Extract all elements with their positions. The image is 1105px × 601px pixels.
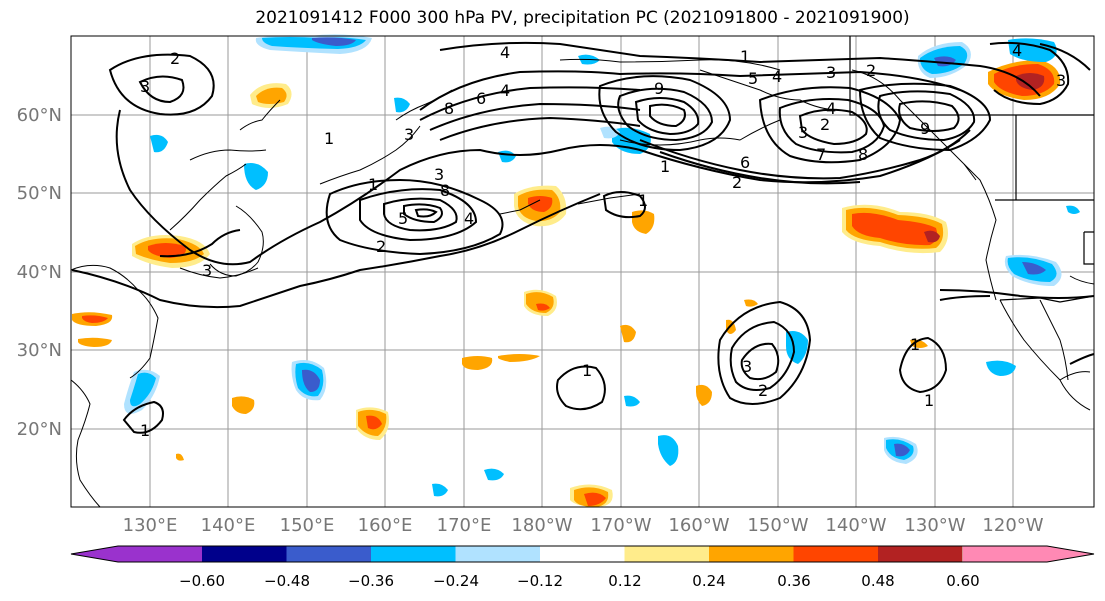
lat-label: 60°N xyxy=(17,105,62,126)
precip-positive xyxy=(72,60,1061,507)
contour-label: 1 xyxy=(582,361,592,380)
contour-label: 2 xyxy=(170,49,180,68)
contour-label: 1 xyxy=(924,391,934,410)
lon-label: 140°W xyxy=(825,515,886,536)
colorbar-segment xyxy=(286,546,371,562)
colorbar-label: −0.60 xyxy=(179,572,225,590)
contour-label: 4 xyxy=(772,67,782,86)
precip-negative xyxy=(124,34,1080,497)
colorbar-extend-low xyxy=(71,546,202,562)
lon-label: 140°E xyxy=(201,515,256,536)
lat-axis: 60°N 50°N 40°N 30°N 20°N xyxy=(17,105,62,440)
lon-axis: 130°E 140°E 150°E 160°E 170°E 180°W 170°… xyxy=(123,515,1044,536)
colorbar-label: −0.12 xyxy=(517,572,563,590)
contour-label: 9 xyxy=(920,119,930,138)
contour-label: 1 xyxy=(140,421,150,440)
colorbar-label: 0.12 xyxy=(608,572,641,590)
contour-label: 2 xyxy=(820,115,830,134)
lat-label: 40°N xyxy=(17,262,62,283)
colorbar-segment xyxy=(878,546,963,562)
contour-label: 8 xyxy=(858,145,868,164)
contour-label: 3 xyxy=(434,165,444,184)
colorbar-label: −0.24 xyxy=(433,572,479,590)
contour-label: 4 xyxy=(464,209,474,228)
colorbar-segment xyxy=(202,546,287,562)
contour-label: 3 xyxy=(798,123,808,142)
contour-label: 7 xyxy=(816,145,826,164)
contour-label: 4 xyxy=(500,81,510,100)
contour-label: 3 xyxy=(742,357,752,376)
lon-label: 150°E xyxy=(280,515,335,536)
colorbar-extend-high xyxy=(963,546,1094,562)
precip-shading xyxy=(72,34,1080,507)
contour-label: 3 xyxy=(404,125,414,144)
contour-label: 3 xyxy=(826,63,836,82)
contour-label: 8 xyxy=(444,99,454,118)
colorbar-outline xyxy=(70,545,1095,563)
lat-label: 50°N xyxy=(17,183,62,204)
lon-label: 130°E xyxy=(123,515,178,536)
colorbar-segment xyxy=(624,546,709,562)
contour-label: 2 xyxy=(866,61,876,80)
map-frame xyxy=(70,35,1095,508)
lon-label: 160°E xyxy=(358,515,413,536)
colorbar-label: 0.36 xyxy=(777,572,810,590)
contour-label: 6 xyxy=(740,153,750,172)
contour-label: 5 xyxy=(748,69,758,88)
contour-label: 2 xyxy=(758,381,768,400)
contour-label: 4 xyxy=(826,99,836,118)
contour-label: 1 xyxy=(740,47,750,66)
contour-label: 5 xyxy=(398,209,408,228)
borders xyxy=(849,36,1095,303)
contour-label: 2 xyxy=(732,173,742,192)
lon-label: 170°W xyxy=(590,515,651,536)
colorbar-segment xyxy=(540,546,625,562)
contour-label: 8 xyxy=(440,181,450,200)
map-title: 2021091412 F000 300 hPa PV, precipitatio… xyxy=(255,8,910,28)
contour-label: 1 xyxy=(910,335,920,354)
contour-label: 3 xyxy=(202,261,212,280)
contour-labels: 2 3 1 2 3 8 5 4 4 6 4 3 8 1 5 4 3 2 9 4 … xyxy=(140,41,1066,440)
colorbar-labels: −0.60 −0.48 −0.36 −0.24 −0.12 0.12 0.24 … xyxy=(179,572,980,590)
colorbar-label: −0.36 xyxy=(348,572,394,590)
colorbar-segment xyxy=(371,546,456,562)
colorbar-segments xyxy=(70,545,1095,563)
lon-label: 170°E xyxy=(437,515,492,536)
lat-label: 30°N xyxy=(17,340,62,361)
contour-label: 1 xyxy=(368,175,378,194)
colorbar-segment xyxy=(455,546,540,562)
contour-label: 6 xyxy=(476,89,486,108)
pv-contours xyxy=(71,41,1095,434)
colorbar-segment xyxy=(793,546,878,562)
lon-label: 150°W xyxy=(747,515,808,536)
lon-label: 180°W xyxy=(511,515,572,536)
contour-label: 1 xyxy=(638,191,648,210)
contour-label: 3 xyxy=(1056,71,1066,90)
colorbar: −0.60 −0.48 −0.36 −0.24 −0.12 0.12 0.24 … xyxy=(70,545,1095,590)
lon-label: 120°W xyxy=(982,515,1043,536)
contour-label: 4 xyxy=(1012,41,1022,60)
contour-label: 1 xyxy=(660,157,670,176)
colorbar-label: 0.24 xyxy=(692,572,725,590)
colorbar-label: 0.60 xyxy=(946,572,979,590)
colorbar-label: −0.48 xyxy=(264,572,310,590)
contour-label: 4 xyxy=(500,43,510,62)
contour-label: 3 xyxy=(140,77,150,96)
contour-label: 2 xyxy=(376,237,386,256)
lat-label: 20°N xyxy=(17,419,62,440)
lon-label: 160°W xyxy=(668,515,729,536)
lon-label: 130°W xyxy=(904,515,965,536)
contour-label: 9 xyxy=(654,79,664,98)
colorbar-label: 0.48 xyxy=(861,572,894,590)
colorbar-segment xyxy=(709,546,794,562)
contour-label: 1 xyxy=(324,129,334,148)
